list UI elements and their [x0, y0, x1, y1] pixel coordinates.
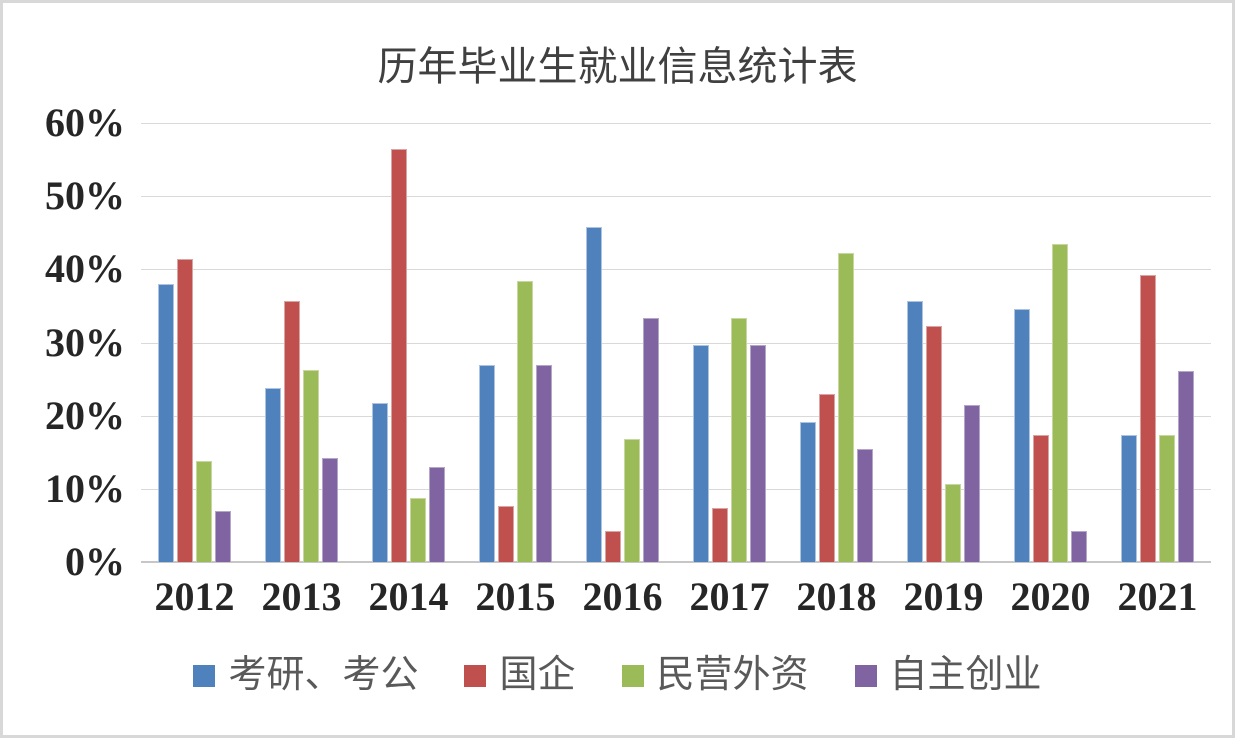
legend-item-自主创业: 自主创业 [854, 654, 1042, 697]
bar-考研、考公-2016 [586, 226, 602, 562]
bar-自主创业-2017 [750, 345, 766, 562]
bar-考研、考公-2017 [693, 345, 709, 562]
x-tick-label-2013: 2013 [261, 574, 342, 619]
bar-group-2013 [248, 123, 355, 562]
bar-民营外资-2019 [945, 484, 961, 562]
bar-国企-2020 [1033, 435, 1049, 562]
bar-国企-2021 [1140, 275, 1156, 562]
bar-考研、考公-2015 [479, 365, 495, 562]
bar-民营外资-2014 [410, 498, 426, 562]
bar-国企-2019 [926, 326, 942, 562]
bar-group-2017 [676, 123, 783, 562]
y-tick-label-60%: 60% [45, 100, 125, 145]
legend-swatch-icon [193, 664, 216, 687]
bar-自主创业-2013 [322, 458, 338, 562]
x-tick-label-2021: 2021 [1117, 574, 1198, 619]
x-tick-label-2020: 2020 [1010, 574, 1091, 619]
y-tick-label-10%: 10% [45, 465, 125, 511]
gridline-10 [141, 488, 1211, 490]
bar-考研、考公-2013 [265, 387, 281, 562]
legend-item-民营外资: 民营外资 [621, 654, 809, 697]
bar-自主创业-2020 [1071, 531, 1087, 562]
bar-group-2021 [1104, 123, 1211, 562]
bar-国企-2012 [177, 259, 193, 562]
x-tick-label-2014: 2014 [368, 574, 449, 619]
legend: 考研、考公 国企 民营外资 自主创业 [3, 654, 1232, 697]
bar-民营外资-2021 [1159, 435, 1175, 562]
legend-swatch-icon [854, 664, 877, 687]
y-tick-label-20%: 20% [45, 392, 125, 438]
bar-民营外资-2013 [303, 370, 319, 562]
bar-民营外资-2020 [1052, 243, 1068, 562]
y-tick-label-50%: 50% [45, 173, 125, 219]
gridline-20 [141, 415, 1211, 417]
bar-自主创业-2018 [857, 449, 873, 562]
bar-考研、考公-2021 [1121, 435, 1137, 562]
x-tick-label-2016: 2016 [582, 574, 663, 619]
gridline-40 [141, 269, 1211, 271]
bar-group-2019 [890, 123, 997, 562]
bar-民营外资-2018 [838, 252, 854, 562]
x-tick-label-2012: 2012 [154, 574, 235, 619]
bar-考研、考公-2014 [372, 402, 388, 562]
bar-group-2012 [141, 123, 248, 562]
bar-自主创业-2014 [429, 466, 445, 562]
bar-group-2020 [997, 123, 1104, 562]
bar-group-2014 [355, 123, 462, 562]
bar-自主创业-2012 [215, 510, 231, 562]
y-tick-label-40%: 40% [45, 246, 125, 292]
bar-考研、考公-2018 [800, 421, 816, 562]
legend-label: 国企 [499, 654, 576, 696]
bar-民营外资-2015 [517, 281, 533, 562]
bar-考研、考公-2020 [1014, 308, 1030, 562]
x-tick-label-2019: 2019 [903, 574, 984, 619]
bar-民营外资-2016 [624, 439, 640, 562]
y-tick-label-30%: 30% [45, 319, 125, 365]
chart-title: 历年毕业生就业信息统计表 [377, 45, 858, 89]
plot-area [141, 123, 1211, 563]
bar-group-2015 [462, 123, 569, 562]
bar-国企-2013 [284, 300, 300, 562]
bar-国企-2016 [605, 531, 621, 562]
legend-item-考研、考公: 考研、考公 [193, 654, 419, 697]
bar-国企-2018 [819, 393, 835, 562]
legend-label: 民营外资 [656, 654, 809, 696]
bar-民营外资-2017 [731, 318, 747, 562]
bar-自主创业-2021 [1178, 371, 1194, 562]
x-tick-label-2015: 2015 [475, 574, 556, 619]
bar-考研、考公-2019 [907, 300, 923, 562]
y-tick-label-0%: 0% [65, 539, 125, 584]
x-tick-label-2017: 2017 [689, 574, 770, 619]
gridline-50 [141, 196, 1211, 198]
legend-label: 自主创业 [889, 654, 1042, 696]
legend-swatch-icon [464, 664, 487, 687]
legend-label: 考研、考公 [228, 654, 419, 696]
bar-国企-2017 [712, 507, 728, 562]
x-tick-label-2018: 2018 [796, 574, 877, 619]
legend-swatch-icon [621, 664, 644, 687]
legend-item-国企: 国企 [464, 654, 576, 697]
bar-考研、考公-2012 [158, 284, 174, 562]
bar-国企-2014 [391, 148, 407, 562]
bar-group-2016 [569, 123, 676, 562]
bar-自主创业-2019 [964, 405, 980, 562]
bar-国企-2015 [498, 505, 514, 562]
x-axis-line [141, 561, 1211, 563]
gridline-60 [141, 123, 1211, 124]
bar-民营外资-2012 [196, 461, 212, 562]
bar-自主创业-2015 [536, 365, 552, 562]
bar-group-2018 [783, 123, 890, 562]
bar-自主创业-2016 [643, 318, 659, 562]
gridline-30 [141, 342, 1211, 344]
